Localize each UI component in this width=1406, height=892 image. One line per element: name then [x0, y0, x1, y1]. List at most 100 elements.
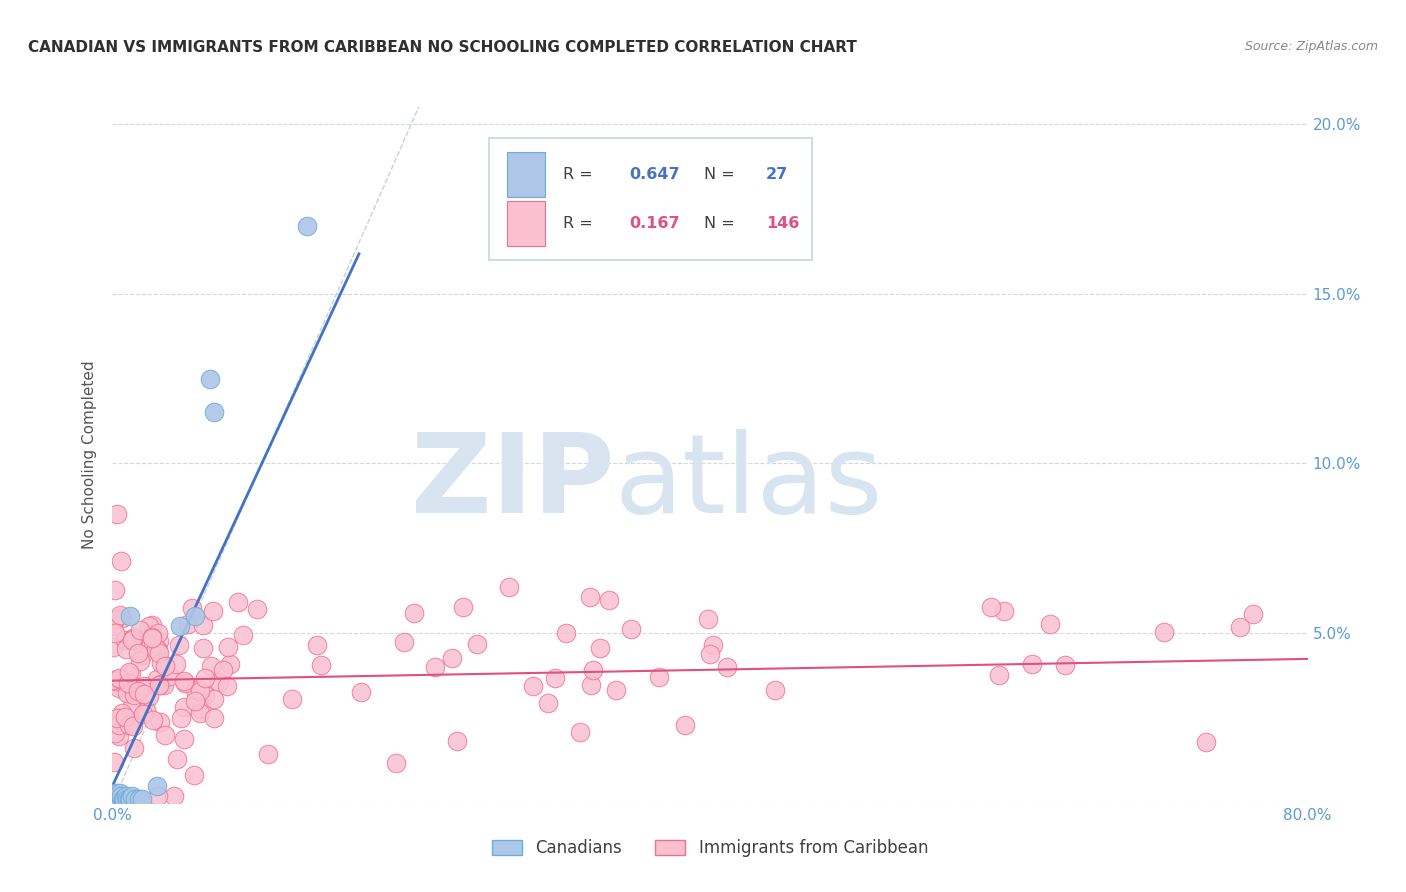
Text: CANADIAN VS IMMIGRANTS FROM CARIBBEAN NO SCHOOLING COMPLETED CORRELATION CHART: CANADIAN VS IMMIGRANTS FROM CARIBBEAN NO… — [28, 40, 858, 55]
Point — [132, 706, 155, 721]
Point — [148, 678, 170, 692]
Point — [103, 640, 125, 655]
Point — [105, 789, 128, 803]
Point — [152, 678, 174, 692]
Point — [135, 704, 157, 718]
Point — [257, 747, 280, 761]
Point — [165, 657, 187, 671]
Point — [173, 731, 195, 746]
Text: 27: 27 — [766, 168, 789, 182]
Point — [124, 792, 146, 806]
Point — [184, 694, 207, 708]
Point — [110, 672, 132, 686]
Point — [114, 710, 136, 724]
Point — [108, 729, 131, 743]
Point — [1229, 620, 1251, 634]
Point — [217, 679, 239, 693]
Point — [127, 646, 149, 660]
Point — [295, 219, 318, 233]
Point — [202, 711, 225, 725]
Point — [121, 632, 143, 647]
Point — [103, 786, 125, 800]
Point — [451, 600, 474, 615]
Point — [117, 792, 139, 806]
Point — [208, 674, 231, 689]
Point — [104, 792, 127, 806]
Point — [699, 647, 721, 661]
Point — [104, 726, 127, 740]
Point — [108, 786, 131, 800]
Point — [104, 789, 127, 803]
Point — [104, 612, 127, 626]
Point — [441, 651, 464, 665]
Point — [349, 685, 371, 699]
Point — [118, 718, 141, 732]
Point — [763, 682, 786, 697]
Point — [114, 792, 135, 806]
Point — [121, 719, 143, 733]
Point — [146, 626, 169, 640]
Point — [183, 682, 205, 697]
Point — [648, 670, 671, 684]
Point — [150, 677, 173, 691]
Point — [385, 756, 408, 770]
Bar — [508, 201, 546, 246]
Point — [141, 630, 163, 644]
Point — [146, 673, 169, 687]
Point — [121, 789, 143, 803]
Point — [200, 658, 222, 673]
Point — [138, 690, 160, 704]
Text: Source: ZipAtlas.com: Source: ZipAtlas.com — [1244, 40, 1378, 54]
Point — [1153, 625, 1175, 640]
Point — [569, 725, 592, 739]
Point — [127, 684, 149, 698]
Legend: Canadians, Immigrants from Caribbean: Canadians, Immigrants from Caribbean — [485, 833, 935, 864]
Point — [149, 656, 172, 670]
Point — [141, 618, 163, 632]
Point — [163, 789, 186, 803]
Point — [191, 618, 214, 632]
Point — [117, 675, 139, 690]
Point — [159, 669, 181, 683]
Point — [138, 619, 160, 633]
Point — [146, 789, 169, 803]
Point — [118, 665, 141, 679]
Text: N =: N = — [704, 168, 740, 182]
Point — [465, 637, 488, 651]
Point — [153, 659, 176, 673]
Point — [120, 792, 142, 806]
Point — [188, 706, 211, 721]
Point — [554, 625, 576, 640]
Point — [122, 688, 145, 702]
Point — [166, 752, 188, 766]
Point — [153, 728, 176, 742]
Point — [544, 671, 567, 685]
Point — [149, 678, 172, 692]
Point — [309, 657, 332, 672]
Point — [169, 619, 191, 633]
Point — [107, 711, 129, 725]
Point — [129, 624, 152, 638]
Point — [101, 673, 124, 687]
Point — [582, 664, 605, 678]
Text: atlas: atlas — [614, 429, 883, 536]
Point — [115, 642, 138, 657]
Point — [105, 508, 128, 522]
Point — [146, 779, 169, 793]
Point — [108, 789, 131, 803]
FancyBboxPatch shape — [489, 138, 811, 260]
Point — [149, 714, 172, 729]
Point — [120, 666, 142, 681]
Point — [1021, 657, 1043, 671]
Point — [121, 699, 143, 714]
Point — [1241, 607, 1264, 621]
Point — [104, 583, 127, 598]
Text: N =: N = — [704, 216, 740, 231]
Point — [589, 640, 612, 655]
Y-axis label: No Schooling Completed: No Schooling Completed — [82, 360, 97, 549]
Text: 146: 146 — [766, 216, 800, 231]
Point — [281, 692, 304, 706]
Text: R =: R = — [562, 216, 598, 231]
Point — [118, 676, 141, 690]
Point — [246, 602, 269, 616]
